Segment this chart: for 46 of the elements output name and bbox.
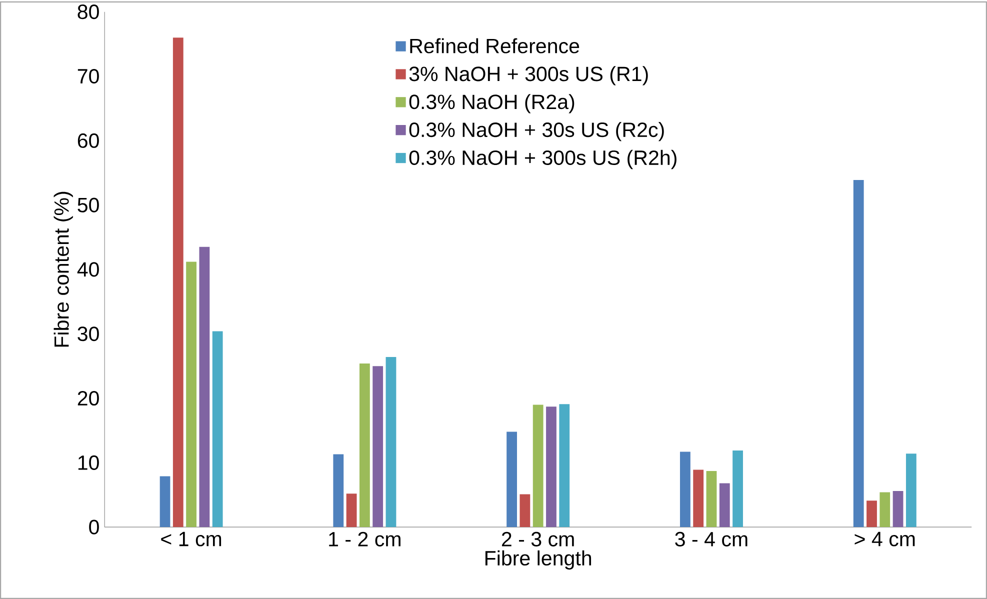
bar [693,470,704,528]
bar [866,500,877,528]
bar [732,450,743,528]
bar [386,357,396,528]
bar [212,331,223,528]
y-tick-label: 70 [78,68,99,84]
y-tick-label: 50 [78,198,99,212]
bar [880,492,890,528]
legend-label: Refined Reference [410,38,580,54]
bar [906,454,916,528]
bar [546,406,556,528]
legend-label: 0.3% NaOH (R2a) [409,94,574,114]
legend-label: 0.3% NaOH + 30s US (R2c) [409,122,664,142]
bar [892,491,904,528]
bar [719,483,730,528]
bar [346,494,357,528]
y-tick-label: 80 [78,4,99,20]
bar [680,452,690,528]
legend-label: 3% NaOH + 300s US (R1) [409,66,648,86]
x-tick-label: 3 - 4 cm [675,532,748,546]
bar [199,246,210,528]
y-tick-label: 30 [78,326,99,342]
bar [160,476,170,528]
bar [506,432,517,528]
x-axis-title: Fibre length [485,550,592,570]
bar [706,471,717,528]
bar [559,404,570,528]
bar [172,38,184,528]
y-tick-label: 10 [78,455,99,470]
y-axis-title: Fibre content (%) [54,192,73,347]
y-tick-label: 0 [89,520,99,534]
y-tick-label: 60 [78,133,99,148]
bar [186,262,196,528]
bar [333,454,344,528]
y-tick-label: 20 [78,391,99,406]
x-tick-label: < 1 cm [161,532,222,546]
y-tick-label: 40 [77,262,99,277]
bar [532,404,544,528]
bar [372,366,384,528]
legend-label: 0.3% NaOH + 300s US (R2h) [409,150,676,170]
x-tick-label: 1 - 2 cm [329,532,400,546]
bar [853,180,864,528]
bar [520,494,530,528]
x-tick-label: 2 - 3 cm [502,532,574,546]
x-tick-label: > 4 cm [854,532,915,546]
bar [359,364,370,528]
